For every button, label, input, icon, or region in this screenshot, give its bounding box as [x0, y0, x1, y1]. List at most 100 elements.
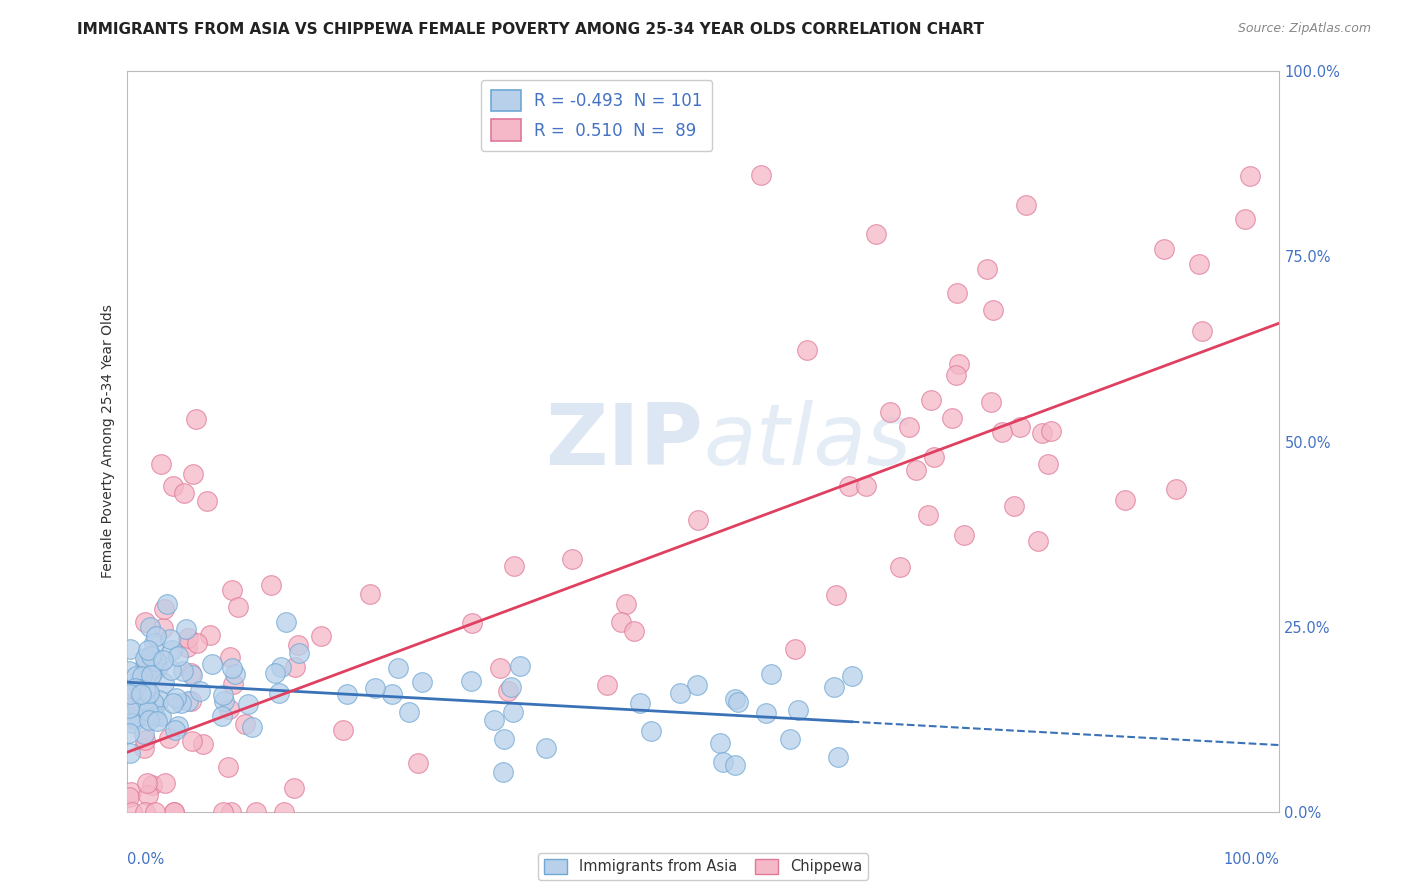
Point [387, 661, 409, 675]
Point [186, 636, 208, 650]
Point [755, 706, 778, 720]
Point [411, 674, 433, 689]
Point [141, 706, 163, 720]
Point [162, 479, 184, 493]
Point [134, 805, 156, 819]
Point [561, 552, 583, 566]
Point [941, 411, 963, 425]
Point [142, 695, 165, 709]
Point [1114, 493, 1136, 508]
Point [222, 676, 245, 690]
Point [212, 688, 235, 702]
Point [153, 601, 176, 615]
Point [267, 686, 290, 700]
Point [143, 663, 166, 677]
Point [166, 648, 188, 663]
Point [163, 805, 186, 819]
Point [181, 467, 204, 481]
Point [180, 665, 202, 680]
Point [159, 632, 181, 647]
Point [264, 666, 287, 681]
Point [494, 731, 516, 746]
Point [211, 708, 233, 723]
Point [156, 597, 179, 611]
Point [482, 713, 505, 727]
Point [1002, 500, 1025, 514]
Point [953, 528, 976, 542]
Point [152, 676, 174, 690]
Point [118, 701, 141, 715]
Point [191, 737, 214, 751]
Point [1040, 424, 1063, 438]
Point [118, 664, 141, 678]
Point [945, 368, 967, 382]
Point [245, 805, 267, 819]
Legend: Immigrants from Asia, Chippewa: Immigrants from Asia, Chippewa [538, 853, 868, 880]
Point [217, 760, 239, 774]
Point [488, 661, 510, 675]
Point [118, 711, 141, 725]
Point [1164, 483, 1187, 497]
Point [274, 615, 297, 630]
Point [406, 756, 429, 771]
Point [609, 615, 631, 629]
Point [162, 643, 184, 657]
Point [152, 622, 174, 636]
Point [1015, 197, 1038, 211]
Point [136, 704, 159, 718]
Point [336, 687, 359, 701]
Point [824, 588, 846, 602]
Point [711, 755, 734, 769]
Point [496, 684, 519, 698]
Point [827, 749, 849, 764]
Point [783, 642, 806, 657]
Point [948, 357, 970, 371]
Point [174, 622, 197, 636]
Point [226, 600, 249, 615]
Point [841, 669, 863, 683]
Point [118, 710, 141, 724]
Point [749, 168, 772, 182]
Point [502, 705, 524, 719]
Point [273, 805, 295, 819]
Point [917, 508, 939, 522]
Point [180, 734, 202, 748]
Point [128, 682, 150, 697]
Point [855, 479, 877, 493]
Point [145, 654, 167, 668]
Point [640, 723, 662, 738]
Point [219, 650, 242, 665]
Point [118, 790, 141, 805]
Point [172, 664, 194, 678]
Point [897, 419, 920, 434]
Point [981, 303, 1004, 318]
Point [596, 678, 619, 692]
Point [1026, 534, 1049, 549]
Point [170, 696, 193, 710]
Point [160, 663, 183, 677]
Point [889, 560, 911, 574]
Point [838, 479, 860, 493]
Point [141, 778, 163, 792]
Point [823, 680, 845, 694]
Text: Source: ZipAtlas.com: Source: ZipAtlas.com [1237, 22, 1371, 36]
Point [460, 673, 482, 688]
Point [143, 709, 166, 723]
Point [139, 620, 162, 634]
Point [492, 765, 515, 780]
Point [233, 716, 256, 731]
Point [176, 640, 198, 654]
Point [1188, 257, 1211, 271]
Point [131, 687, 153, 701]
Point [219, 805, 242, 819]
Point [146, 660, 169, 674]
Point [905, 463, 928, 477]
Point [134, 615, 156, 629]
Point [922, 450, 945, 464]
Point [180, 694, 202, 708]
Point [359, 587, 381, 601]
Point [149, 708, 172, 723]
Point [284, 660, 307, 674]
Point [124, 681, 146, 696]
Point [499, 680, 522, 694]
